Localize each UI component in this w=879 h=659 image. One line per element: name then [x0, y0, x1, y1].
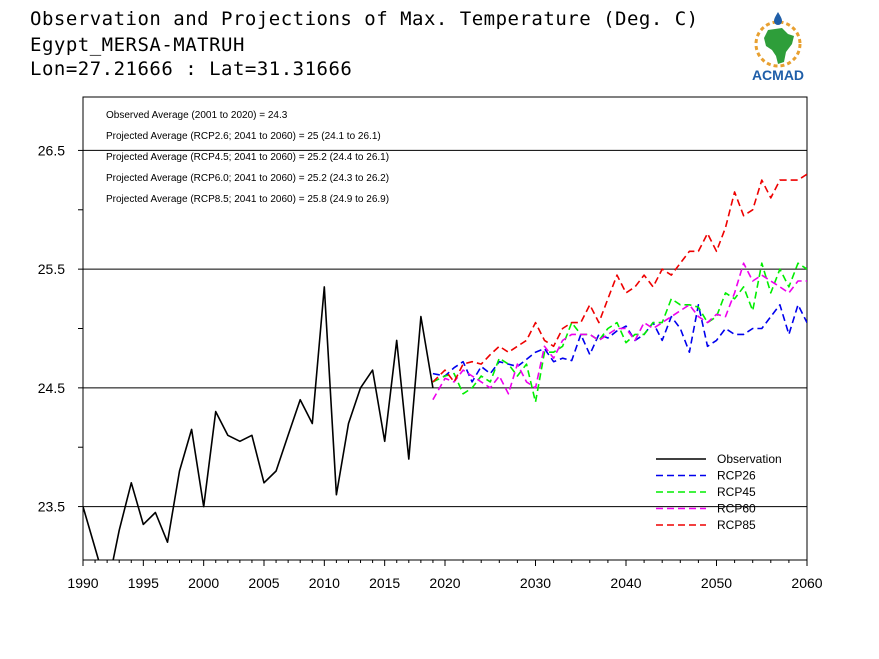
x-tick-label: 2040 — [610, 575, 641, 591]
sun-ring-icon — [754, 20, 802, 68]
series-line-rcp85 — [432, 173, 807, 383]
series-line-rcp45 — [432, 262, 807, 403]
legend-label: Observation — [717, 452, 782, 466]
statistics-annotations: Observed Average (2001 to 2020) = 24.3 Pr… — [106, 110, 389, 205]
y-axis: 23.5 24.5 25.5 26.5 — [38, 142, 83, 515]
x-tick-label: 2020 — [429, 575, 460, 591]
logo-text: ACMAD — [752, 67, 804, 83]
legend-label: RCP45 — [717, 485, 756, 499]
y-tick-label: 25.5 — [38, 261, 65, 277]
legend: Observation RCP26 RCP45 RCP60 RCP85 — [656, 452, 782, 532]
series-line-rcp26 — [432, 303, 807, 383]
series-lines — [83, 173, 807, 560]
y-tick-label: 26.5 — [38, 142, 65, 158]
x-tick-label: 2005 — [248, 575, 279, 591]
stat-annotation: Projected Average (RCP6.0; 2041 to 2060)… — [106, 173, 389, 184]
legend-label: RCP60 — [717, 502, 756, 516]
stat-annotation: Observed Average (2001 to 2020) = 24.3 — [106, 110, 288, 121]
x-tick-label: 2015 — [369, 575, 400, 591]
x-tick-label: 2010 — [309, 575, 340, 591]
x-tick-label: 2060 — [791, 575, 822, 591]
y-tick-label: 23.5 — [38, 499, 65, 515]
africa-map-icon — [764, 28, 794, 64]
stat-annotation: Projected Average (RCP8.5; 2041 to 2060)… — [106, 194, 389, 205]
x-tick-label: 2050 — [701, 575, 732, 591]
series-line-rcp60 — [432, 262, 807, 401]
stat-annotation: Projected Average (RCP4.5; 2041 to 2060)… — [106, 152, 389, 163]
acmad-logo: ACMAD — [752, 12, 804, 83]
station-coordinates: Lon=27.21666 : Lat=31.31666 — [30, 58, 353, 80]
stat-annotation: Projected Average (RCP2.6; 2041 to 2060)… — [106, 131, 381, 142]
chart-title: Observation and Projections of Max. Temp… — [30, 8, 699, 30]
legend-label: RCP85 — [717, 518, 756, 532]
water-drop-icon — [774, 12, 782, 25]
x-tick-label: 2000 — [188, 575, 219, 591]
series-line-observation — [83, 286, 434, 560]
station-name: Egypt_MERSA-MATRUH — [30, 34, 245, 56]
plot-frame — [82, 96, 808, 561]
x-axis: 1990 1995 2000 2005 2010 2015 2020 2030 2040 2050… — [67, 560, 823, 591]
x-tick-label: 2030 — [520, 575, 551, 591]
legend-label: RCP26 — [717, 469, 756, 483]
y-tick-label: 24.5 — [38, 380, 65, 396]
x-tick-label: 1995 — [128, 575, 159, 591]
x-tick-label: 1990 — [67, 575, 98, 591]
